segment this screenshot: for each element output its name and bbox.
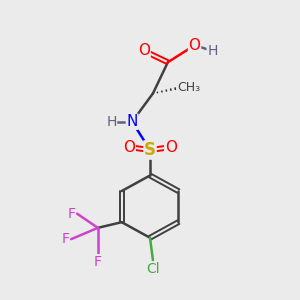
Text: N: N bbox=[127, 114, 138, 129]
Text: O: O bbox=[165, 140, 177, 155]
Text: Cl: Cl bbox=[146, 262, 160, 276]
Text: H: H bbox=[207, 44, 218, 58]
Text: F: F bbox=[61, 232, 69, 246]
Text: CH₃: CH₃ bbox=[177, 81, 200, 94]
Text: O: O bbox=[189, 38, 201, 53]
Text: O: O bbox=[123, 140, 135, 155]
Text: F: F bbox=[94, 255, 102, 269]
Text: H: H bbox=[106, 115, 116, 129]
Text: O: O bbox=[138, 44, 150, 59]
Text: F: F bbox=[67, 207, 75, 221]
Text: S: S bbox=[144, 141, 156, 159]
